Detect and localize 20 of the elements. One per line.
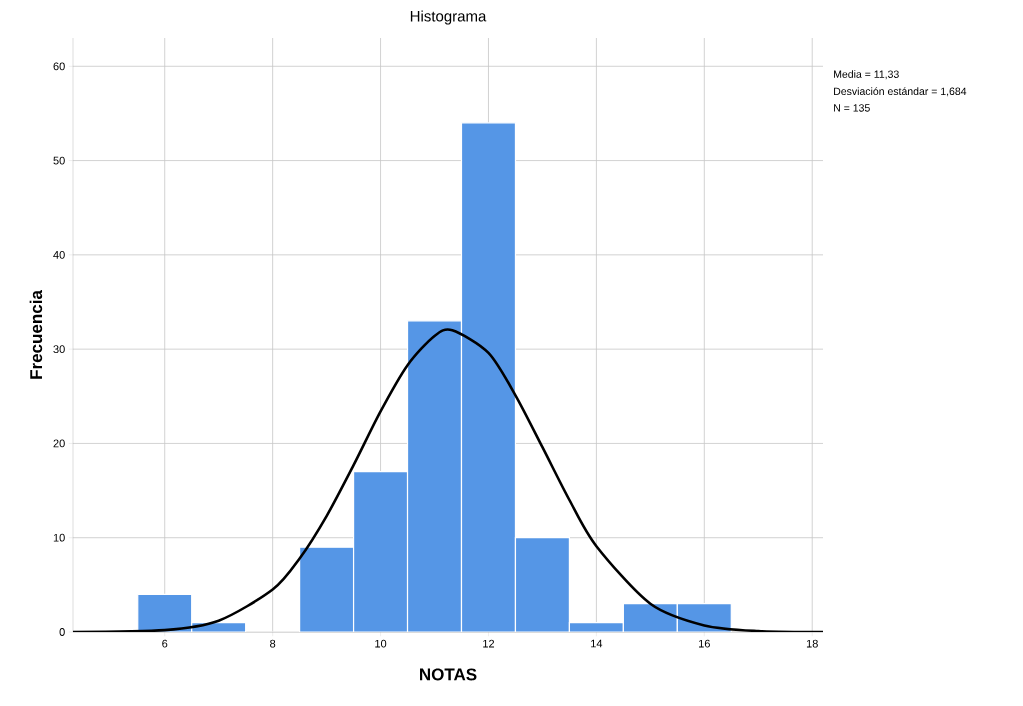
text: Media = 11,33 xyxy=(834,70,899,80)
text: Desviación estándar = 1,684 xyxy=(834,87,967,97)
chart-title: Histograma xyxy=(410,10,487,25)
y-tick-label: 40 xyxy=(53,250,65,259)
x-tick-label: 16 xyxy=(699,639,710,648)
x-tick-label: 14 xyxy=(591,639,603,648)
y-tick-label: 0 xyxy=(59,628,65,636)
y-tick-label: 60 xyxy=(53,62,65,71)
y-tick-label: 10 xyxy=(53,533,65,542)
y-tick-label: 50 xyxy=(53,156,65,165)
x-tick-label: 18 xyxy=(806,639,818,648)
y-tick-label: 20 xyxy=(53,439,65,448)
y-axis-title: Frecuencia xyxy=(29,290,43,379)
x-tick-label: 10 xyxy=(375,639,387,648)
x-tick-label: 6 xyxy=(162,639,168,648)
y-tick-label: 30 xyxy=(53,345,65,354)
x-axis-title: NOTAS xyxy=(420,668,477,681)
x-tick-label: 8 xyxy=(270,639,276,648)
text: N = 135 xyxy=(834,104,870,112)
x-tick-label: 12 xyxy=(483,639,495,648)
